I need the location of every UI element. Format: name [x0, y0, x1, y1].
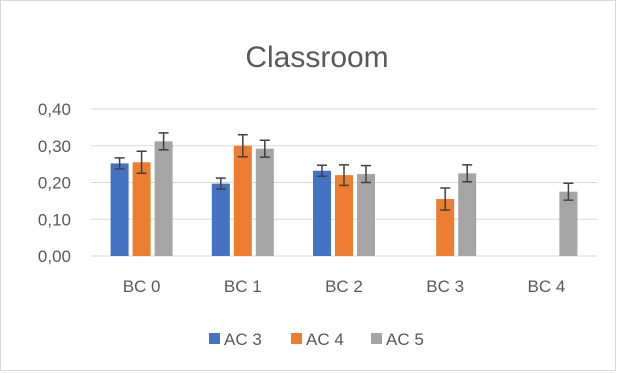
bar-ac-5: [154, 141, 173, 256]
x-axis-ticks: BC 0 BC 1 BC 2 BC 3 BC 4: [123, 277, 566, 296]
y-tick-label: 0,40: [38, 100, 71, 119]
error-bar: [361, 164, 371, 184]
error-bar: [259, 139, 270, 158]
bar-ac-4: [436, 199, 455, 256]
error-bar: [114, 157, 125, 170]
bar-ac-5: [357, 174, 375, 256]
bar-ac-4: [132, 162, 151, 256]
legend-swatch-ac-4: [291, 333, 302, 344]
y-tick-label: 0,30: [38, 137, 71, 156]
y-axis-ticks: 0,00 0,10 0,20 0,30 0,40: [38, 100, 71, 266]
legend-label: AC 4: [306, 330, 344, 349]
legend-swatch-ac-5: [371, 333, 382, 344]
x-tick-label: BC 2: [325, 277, 363, 296]
bar-ac-3: [110, 163, 129, 256]
x-tick-label: BC 4: [528, 277, 566, 296]
y-tick-label: 0,10: [38, 210, 71, 229]
y-tick-label: 0,20: [38, 174, 71, 193]
bar-ac-3: [313, 170, 331, 256]
error-bar: [440, 187, 451, 211]
bar-ac-4: [335, 175, 353, 256]
legend-label: AC 5: [386, 330, 424, 349]
x-tick-label: BC 1: [224, 277, 262, 296]
legend: AC 3 AC 4 AC 5: [209, 330, 424, 349]
bars: [110, 141, 578, 256]
bar-ac-5: [458, 173, 477, 256]
legend-label: AC 3: [224, 330, 262, 349]
error-bar: [339, 164, 349, 187]
error-bar: [462, 164, 473, 183]
bar-ac-5: [559, 191, 578, 256]
error-bar: [215, 177, 226, 190]
y-tick-label: 0,00: [38, 247, 71, 266]
error-bar: [563, 182, 574, 201]
x-tick-label: BC 0: [123, 277, 161, 296]
x-tick-label: BC 3: [426, 277, 464, 296]
error-bar: [237, 133, 248, 158]
error-bars: [114, 132, 574, 211]
error-bar: [158, 132, 169, 151]
chart-title: Classroom: [245, 41, 388, 74]
error-bar: [317, 164, 327, 178]
error-bar: [136, 150, 147, 175]
bar-ac-4: [233, 145, 252, 256]
legend-swatch-ac-3: [209, 333, 220, 344]
bar-ac-3: [211, 183, 230, 256]
bar-ac-5: [255, 148, 274, 256]
